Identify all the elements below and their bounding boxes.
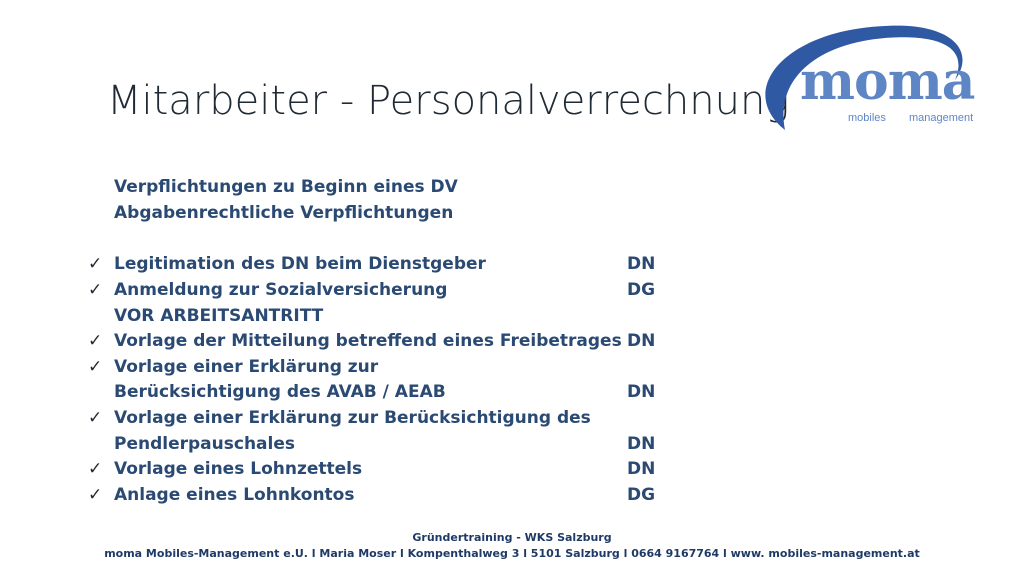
list-item-continuation: Berücksichtigung des AVAB / AEAB [114, 382, 446, 402]
list-item: Vorlage einer Erklärung zur [114, 357, 379, 377]
intro-line: Abgabenrechtliche Verpflichtungen [114, 203, 454, 223]
checkmark-icon: ✓ [88, 357, 103, 377]
list-item: Vorlage der Mitteilung betreffend eines … [114, 331, 622, 351]
checkmark-icon: ✓ [88, 331, 103, 351]
role-label: DN [627, 459, 656, 479]
list-item-continuation: VOR ARBEITSANTRITT [114, 306, 324, 326]
logo-sub-management: management [909, 112, 974, 124]
moma-logo: moma mobiles management [745, 20, 995, 130]
logo-sub-mobiles: mobiles [848, 112, 886, 124]
footer-line-1: Gründertraining - WKS Salzburg [412, 531, 612, 544]
logo-swoosh-icon [765, 25, 963, 130]
role-label: DG [627, 485, 656, 505]
role-label: DN [627, 434, 656, 454]
role-label: DN [627, 382, 656, 402]
list-item: Legitimation des DN beim Dienstgeber [114, 254, 486, 274]
role-label: DN [627, 254, 656, 274]
checkmark-icon: ✓ [88, 485, 103, 505]
role-label: DG [627, 280, 656, 300]
role-label: DN [627, 331, 656, 351]
checkmark-icon: ✓ [88, 408, 103, 428]
checkmark-icon: ✓ [88, 459, 103, 479]
list-item: Vorlage eines Lohnzettels [114, 459, 363, 479]
list-item-continuation: Pendlerpauschales [114, 434, 295, 454]
footer-line-2: moma Mobiles-Management e.U. l Maria Mos… [104, 547, 920, 560]
slide-title: Mitarbeiter - Personalverrechnung [107, 78, 790, 124]
checkmark-icon: ✓ [88, 280, 103, 300]
list-item: Anlage eines Lohnkontos [114, 485, 355, 505]
intro-line: Verpflichtungen zu Beginn eines DV [114, 177, 458, 197]
list-item: Vorlage einer Erklärung zur Berücksichti… [114, 408, 591, 428]
checkmark-icon: ✓ [88, 254, 103, 274]
list-item: Anmeldung zur Sozialversicherung [114, 280, 448, 300]
logo-word: moma [800, 51, 975, 112]
